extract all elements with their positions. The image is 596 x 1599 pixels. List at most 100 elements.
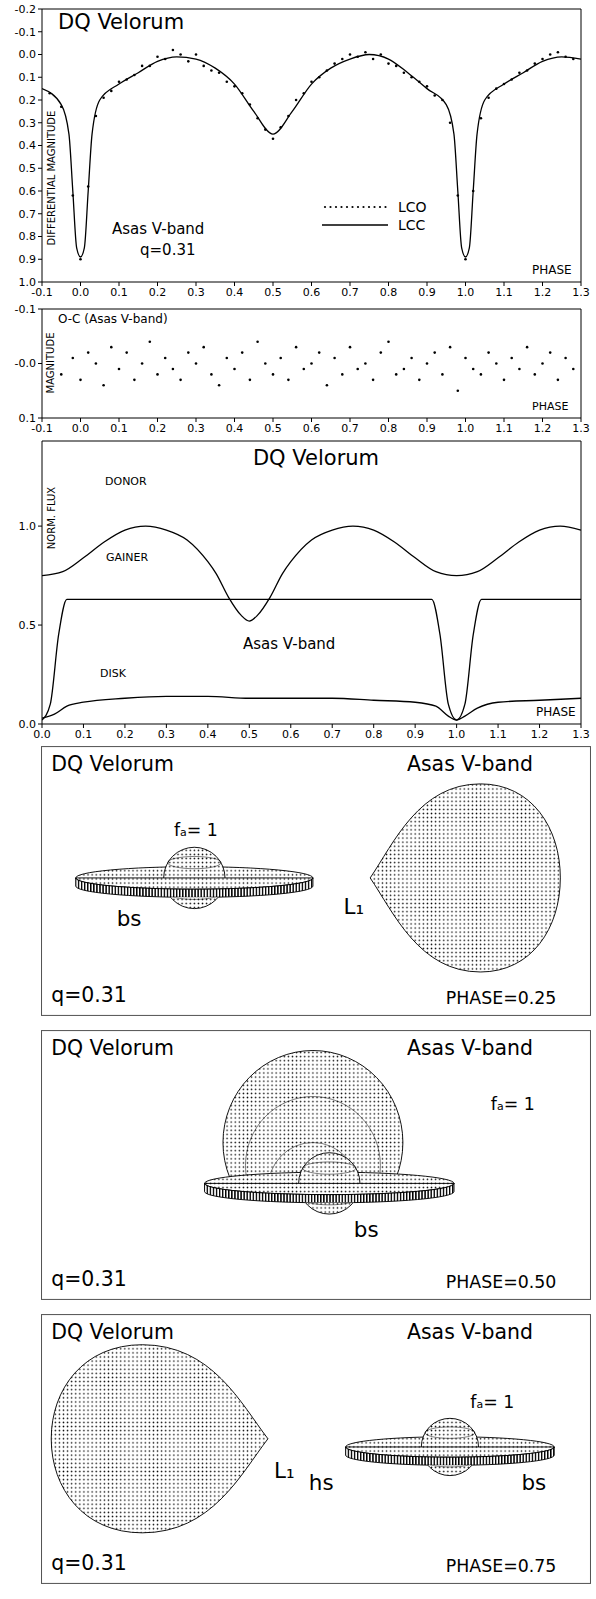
svg-text:1.3: 1.3 bbox=[572, 286, 590, 299]
svg-text:fₐ= 1: fₐ= 1 bbox=[174, 820, 218, 840]
svg-text:0.6: 0.6 bbox=[19, 185, 37, 198]
svg-text:PHASE=0.25: PHASE=0.25 bbox=[446, 988, 557, 1008]
svg-text:q=0.31: q=0.31 bbox=[51, 1551, 127, 1575]
svg-text:0.2: 0.2 bbox=[19, 94, 37, 107]
html-text:LCC: LCC bbox=[398, 217, 426, 233]
svg-text:Asas V-band: Asas V-band bbox=[407, 752, 533, 776]
svg-text:-0.1: -0.1 bbox=[31, 285, 53, 299]
svg-text:0.1: 0.1 bbox=[75, 728, 93, 741]
html-text:PHASE: PHASE bbox=[536, 705, 576, 719]
svg-text:0.0: 0.0 bbox=[19, 718, 37, 731]
svg-text:0.0: 0.0 bbox=[72, 422, 90, 435]
svg-text:0.4: 0.4 bbox=[226, 286, 244, 299]
svg-text:0.5: 0.5 bbox=[264, 286, 282, 299]
svg-text:0.5: 0.5 bbox=[264, 422, 282, 435]
svg-text:0.8: 0.8 bbox=[19, 230, 37, 243]
svg-text:0.6: 0.6 bbox=[303, 286, 321, 299]
svg-text:0.8: 0.8 bbox=[380, 286, 398, 299]
svg-text:1.0: 1.0 bbox=[457, 422, 475, 435]
svg-text:DQ Velorum: DQ Velorum bbox=[51, 1320, 174, 1344]
svg-text:0.3: 0.3 bbox=[187, 286, 205, 299]
svg-text:0.3: 0.3 bbox=[158, 728, 176, 741]
svg-text:0.1: 0.1 bbox=[19, 71, 37, 84]
svg-text:-0.1: -0.1 bbox=[31, 421, 53, 435]
svg-text:1.1: 1.1 bbox=[489, 728, 507, 741]
svg-text:1.0: 1.0 bbox=[457, 286, 475, 299]
svg-text:-0.1: -0.1 bbox=[15, 26, 36, 39]
svg-text:q=0.31: q=0.31 bbox=[51, 983, 127, 1007]
svg-text:0.7: 0.7 bbox=[341, 422, 359, 435]
svg-text:L₁: L₁ bbox=[344, 894, 365, 919]
svg-text:0.9: 0.9 bbox=[406, 728, 424, 741]
svg-text:0.0: 0.0 bbox=[19, 48, 37, 61]
html-text:DISK: DISK bbox=[100, 667, 126, 680]
svg-text:0.5: 0.5 bbox=[241, 728, 259, 741]
html-text:Asas V-band: Asas V-band bbox=[243, 635, 336, 653]
svg-text:0.1: 0.1 bbox=[110, 286, 128, 299]
svg-text:1.0: 1.0 bbox=[448, 728, 466, 741]
svg-text:0.3: 0.3 bbox=[19, 117, 37, 130]
svg-text:0.7: 0.7 bbox=[323, 728, 341, 741]
svg-text:0.7: 0.7 bbox=[341, 286, 359, 299]
svg-text:0.7: 0.7 bbox=[19, 208, 37, 221]
html-text:DQ Velorum: DQ Velorum bbox=[252, 446, 380, 470]
html-text:PHASE: PHASE bbox=[532, 263, 572, 277]
svg-text:0.3: 0.3 bbox=[187, 422, 205, 435]
svg-text:0.6: 0.6 bbox=[282, 728, 300, 741]
svg-text:1.0: 1.0 bbox=[19, 276, 37, 289]
svg-text:0.4: 0.4 bbox=[226, 422, 244, 435]
svg-text:0.1: 0.1 bbox=[19, 412, 37, 425]
svg-text:1.1: 1.1 bbox=[495, 286, 513, 299]
svg-text:bs: bs bbox=[521, 1470, 546, 1495]
html-text:DONOR: DONOR bbox=[105, 475, 147, 488]
html-text:PHASE: PHASE bbox=[532, 400, 569, 413]
html-text:DIFFERENTIAL MAGNITUDE: DIFFERENTIAL MAGNITUDE bbox=[46, 110, 57, 246]
svg-text:PHASE=0.75: PHASE=0.75 bbox=[446, 1556, 557, 1576]
html-text:MAGNITUDE: MAGNITUDE bbox=[45, 332, 56, 394]
svg-text:0.9: 0.9 bbox=[19, 253, 37, 266]
svg-text:1.3: 1.3 bbox=[572, 422, 590, 435]
svg-text:0.8: 0.8 bbox=[365, 728, 383, 741]
svg-text:0.8: 0.8 bbox=[380, 422, 398, 435]
svg-text:DQ Velorum: DQ Velorum bbox=[51, 1036, 174, 1060]
svg-text:PHASE=0.50: PHASE=0.50 bbox=[446, 1272, 557, 1292]
svg-text:-0.1: -0.1 bbox=[15, 303, 36, 316]
svg-text:-0.0: -0.0 bbox=[15, 357, 36, 370]
svg-text:1.2: 1.2 bbox=[531, 728, 549, 741]
svg-text:0.1: 0.1 bbox=[110, 422, 128, 435]
svg-text:0.9: 0.9 bbox=[418, 422, 436, 435]
svg-text:0.0: 0.0 bbox=[72, 286, 90, 299]
svg-text:1.2: 1.2 bbox=[534, 422, 552, 435]
svg-text:0.4: 0.4 bbox=[199, 728, 217, 741]
svg-text:bs: bs bbox=[354, 1217, 379, 1242]
svg-text:0.5: 0.5 bbox=[19, 162, 37, 175]
svg-text:-0.2: -0.2 bbox=[15, 3, 36, 16]
svg-text:bs: bs bbox=[117, 906, 142, 931]
html-text:O-C (Asas V-band): O-C (Asas V-band) bbox=[58, 312, 168, 326]
svg-text:1.2: 1.2 bbox=[534, 286, 552, 299]
svg-text:1.0: 1.0 bbox=[19, 520, 37, 533]
svg-text:0.9: 0.9 bbox=[418, 286, 436, 299]
svg-text:L₁: L₁ bbox=[274, 1458, 295, 1483]
svg-text:hs: hs bbox=[309, 1470, 334, 1495]
svg-text:Asas V-band: Asas V-band bbox=[407, 1036, 533, 1060]
html-text:DQ Velorum: DQ Velorum bbox=[58, 10, 185, 34]
svg-text:0.4: 0.4 bbox=[19, 139, 37, 152]
svg-text:0.2: 0.2 bbox=[149, 286, 167, 299]
svg-text:fₐ= 1: fₐ= 1 bbox=[470, 1392, 514, 1412]
svg-text:fₐ= 1: fₐ= 1 bbox=[491, 1094, 535, 1114]
html-text:GAINER: GAINER bbox=[106, 551, 149, 564]
html-text:LCO: LCO bbox=[398, 199, 427, 215]
html-text:q=0.31: q=0.31 bbox=[140, 241, 196, 259]
svg-text:0.5: 0.5 bbox=[19, 619, 37, 632]
svg-text:q=0.31: q=0.31 bbox=[51, 1267, 127, 1291]
svg-text:DQ Velorum: DQ Velorum bbox=[51, 752, 174, 776]
svg-text:0.2: 0.2 bbox=[149, 422, 167, 435]
svg-text:1.1: 1.1 bbox=[495, 422, 513, 435]
html-text:Asas V-band: Asas V-band bbox=[112, 220, 205, 238]
svg-text:Asas V-band: Asas V-band bbox=[407, 1320, 533, 1344]
svg-text:0.2: 0.2 bbox=[116, 728, 134, 741]
svg-text:0.0: 0.0 bbox=[33, 727, 51, 741]
svg-text:1.3: 1.3 bbox=[572, 728, 590, 741]
svg-text:0.6: 0.6 bbox=[303, 422, 321, 435]
